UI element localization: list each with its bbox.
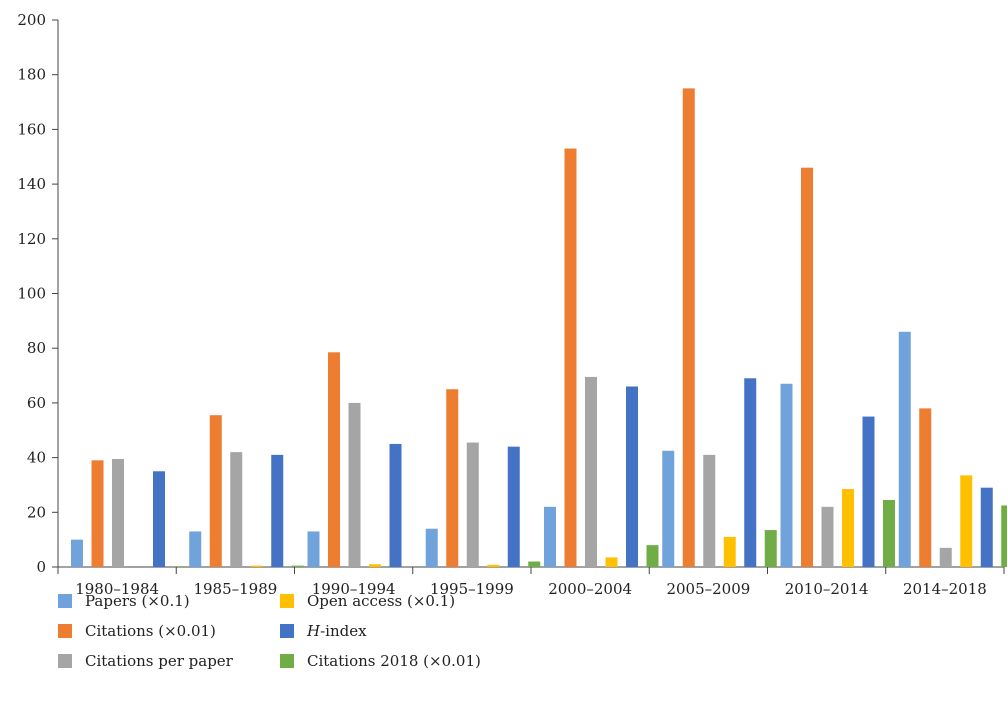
bar [112, 458, 124, 567]
bar [723, 536, 736, 567]
bar [209, 415, 222, 567]
legend-item: Papers (×0.1) [58, 592, 190, 610]
x-category-label: 2000–2004 [548, 580, 632, 598]
bar [682, 88, 695, 567]
bar [960, 475, 973, 567]
x-category-label: 1980–1984 [75, 580, 159, 598]
bar [919, 408, 932, 567]
bar [662, 450, 675, 567]
legend-item: Citations 2018 (×0.01) [280, 652, 481, 670]
y-tick-label: 0 [36, 558, 46, 576]
bar [862, 416, 875, 567]
bars [71, 88, 1007, 568]
x-category-label: 1995–1999 [430, 580, 514, 598]
y-axis: 0 20 40 60 80 100 120 140 160 180 200 [17, 11, 59, 576]
bar [507, 446, 520, 567]
bar [250, 565, 263, 567]
y-tick-label: 160 [17, 120, 46, 138]
legend-item: Citations (×0.01) [58, 622, 216, 640]
bar [307, 531, 320, 567]
legend-swatch [58, 624, 72, 638]
y-tick-label: 20 [27, 503, 46, 521]
y-tick-label: 100 [17, 285, 46, 303]
legend-label: Open access (×0.1) [307, 592, 455, 610]
legend-label: Citations per paper [85, 652, 234, 670]
y-tick-label: 180 [17, 66, 46, 84]
bar [291, 565, 304, 567]
bar [801, 167, 813, 567]
bar [764, 530, 777, 567]
bar [348, 402, 361, 567]
bar [230, 452, 243, 567]
bar [544, 506, 556, 567]
bar [605, 557, 618, 567]
y-tick-label: 200 [17, 11, 46, 29]
x-category-label: 2010–2014 [785, 580, 869, 598]
legend-label: Citations 2018 (×0.01) [307, 652, 481, 670]
bar [564, 148, 577, 568]
bar [821, 506, 834, 567]
legend-label: Papers (×0.1) [85, 592, 190, 610]
y-tick-label: 120 [17, 230, 46, 248]
bar [1001, 505, 1007, 567]
x-axis: 1980–1984 1985–1989 1990–1994 1995–1999 2000… [57, 566, 1005, 598]
bar [425, 528, 438, 567]
bar [328, 352, 340, 567]
legend: Papers (×0.1) Citations (×0.01) Citations … [58, 592, 481, 670]
bar [744, 378, 757, 567]
legend-swatch [280, 624, 294, 638]
x-category-label: 2005–2009 [666, 580, 750, 598]
bar [466, 442, 479, 567]
bar [626, 386, 638, 567]
legend-item: Citations per paper [58, 652, 234, 670]
legend-label: Citations (×0.01) [85, 622, 216, 640]
bar [446, 389, 459, 567]
bar [898, 331, 911, 567]
bar [71, 539, 83, 567]
bar [883, 499, 895, 567]
x-category-label: 1990–1994 [312, 580, 396, 598]
bar [980, 487, 993, 567]
bar [271, 454, 284, 567]
bar [389, 443, 402, 567]
x-category-label: 1985–1989 [193, 580, 277, 598]
bar [780, 383, 793, 567]
bar [487, 564, 500, 567]
legend-swatch [58, 594, 72, 608]
bar [585, 376, 597, 567]
legend-swatch [280, 654, 294, 668]
bar [842, 489, 854, 567]
bar [369, 564, 381, 567]
bar [91, 460, 104, 567]
legend-label: H-index [306, 622, 367, 640]
bar [528, 561, 541, 567]
y-tick-label: 80 [27, 339, 46, 357]
bar [173, 566, 186, 567]
bar [703, 454, 716, 567]
legend-swatch [58, 654, 72, 668]
legend-item: H-index [280, 622, 367, 640]
bar [646, 545, 659, 567]
y-tick-label: 140 [17, 175, 46, 193]
legend-label-italic: H [306, 622, 321, 640]
legend-item: Open access (×0.1) [280, 592, 455, 610]
legend-label-rest: -index [320, 622, 367, 640]
bar [189, 531, 202, 567]
y-tick-label: 60 [27, 394, 46, 412]
bar [939, 547, 952, 567]
bar [153, 471, 165, 567]
x-category-label: 2014–2018 [903, 580, 987, 598]
y-tick-label: 40 [27, 449, 46, 467]
legend-swatch [280, 594, 294, 608]
